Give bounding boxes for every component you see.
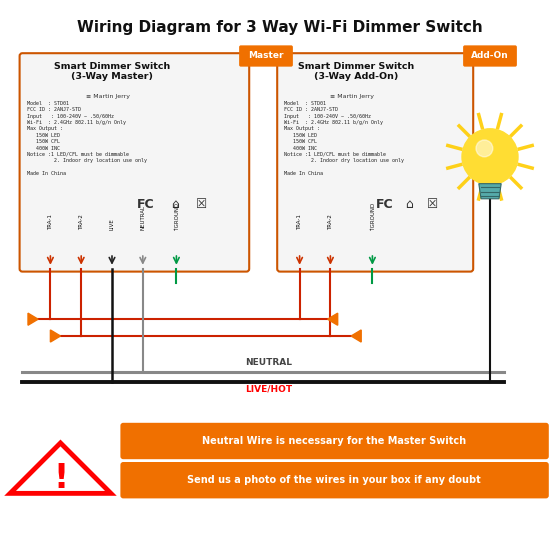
- Text: ↑GROUND: ↑GROUND: [174, 200, 179, 230]
- FancyBboxPatch shape: [239, 45, 293, 67]
- Text: FC: FC: [376, 198, 394, 211]
- FancyBboxPatch shape: [463, 45, 517, 67]
- FancyBboxPatch shape: [120, 423, 549, 459]
- Polygon shape: [351, 330, 361, 342]
- FancyBboxPatch shape: [20, 53, 249, 272]
- Text: Model  : STD01
FCC ID : 2ANJ7-STD
Input   : 100-240V ~ .50/60Hz
Wi-Fi  : 2.4GHz : Model : STD01 FCC ID : 2ANJ7-STD Input :…: [284, 101, 404, 176]
- Text: ≡ Martin Jerry: ≡ Martin Jerry: [86, 94, 129, 99]
- Text: TRA-2: TRA-2: [328, 214, 333, 230]
- Text: Neutral Wire is necessary for the Master Switch: Neutral Wire is necessary for the Master…: [202, 436, 466, 446]
- Text: Send us a photo of the wires in your box if any doubt: Send us a photo of the wires in your box…: [188, 475, 481, 485]
- Text: ↑GROUND: ↑GROUND: [370, 200, 375, 230]
- Circle shape: [462, 129, 518, 185]
- Text: Wiring Diagram for 3 Way Wi-Fi Dimmer Switch: Wiring Diagram for 3 Way Wi-Fi Dimmer Sw…: [77, 20, 483, 35]
- Polygon shape: [10, 443, 111, 493]
- Text: LIVE: LIVE: [110, 218, 114, 230]
- Text: LIVE/HOT: LIVE/HOT: [245, 384, 292, 393]
- Polygon shape: [479, 184, 501, 199]
- Text: ☒: ☒: [196, 198, 207, 211]
- Text: ≡ Martin Jerry: ≡ Martin Jerry: [330, 94, 374, 99]
- Text: Master: Master: [248, 52, 284, 60]
- Text: TRA-1: TRA-1: [48, 214, 53, 230]
- Text: !: !: [53, 463, 68, 495]
- Text: Add-On: Add-On: [471, 52, 509, 60]
- Text: Smart Dimmer Switch
(3-Way Add-On): Smart Dimmer Switch (3-Way Add-On): [298, 62, 414, 81]
- Text: FC: FC: [137, 198, 155, 211]
- Polygon shape: [28, 313, 38, 325]
- Text: ☒: ☒: [427, 198, 438, 211]
- Text: TRA-1: TRA-1: [297, 214, 302, 230]
- FancyBboxPatch shape: [120, 462, 549, 498]
- Text: Model  : STD01
FCC ID : 2ANJ7-STD
Input   : 100-240V ~ .50/60Hz
Wi-Fi  : 2.4GHz : Model : STD01 FCC ID : 2ANJ7-STD Input :…: [27, 101, 147, 176]
- Text: Smart Dimmer Switch
(3-Way Master): Smart Dimmer Switch (3-Way Master): [54, 62, 170, 81]
- Text: NEUTRAL: NEUTRAL: [245, 358, 292, 367]
- Text: ⌂: ⌂: [405, 198, 413, 211]
- FancyBboxPatch shape: [277, 53, 473, 272]
- Polygon shape: [328, 313, 338, 325]
- Text: ⌂: ⌂: [171, 198, 179, 211]
- Text: TRA-2: TRA-2: [79, 214, 83, 230]
- Text: NEUTRAL: NEUTRAL: [141, 204, 145, 230]
- Circle shape: [476, 140, 493, 157]
- Polygon shape: [50, 330, 60, 342]
